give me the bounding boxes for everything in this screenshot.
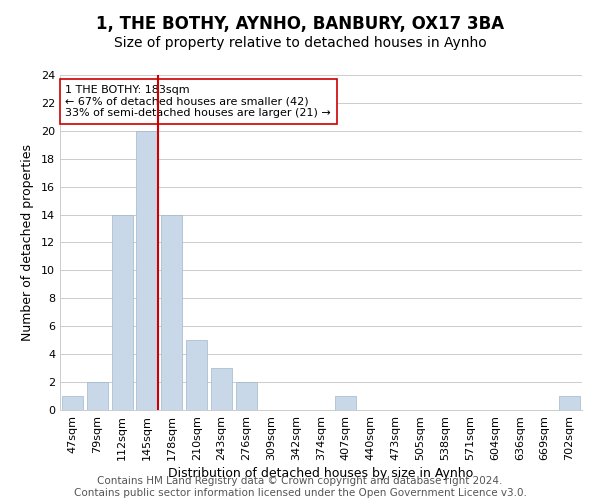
Bar	[161, 214, 182, 410]
Bar	[211, 368, 232, 410]
Bar	[335, 396, 356, 410]
Bar	[87, 382, 108, 410]
Text: Contains HM Land Registry data © Crown copyright and database right 2024.
Contai: Contains HM Land Registry data © Crown c…	[74, 476, 526, 498]
Text: Size of property relative to detached houses in Aynho: Size of property relative to detached ho…	[113, 36, 487, 50]
Bar	[62, 396, 83, 410]
X-axis label: Distribution of detached houses by size in Aynho: Distribution of detached houses by size …	[169, 467, 473, 480]
Bar	[112, 214, 133, 410]
Text: 1, THE BOTHY, AYNHO, BANBURY, OX17 3BA: 1, THE BOTHY, AYNHO, BANBURY, OX17 3BA	[96, 15, 504, 33]
Bar	[236, 382, 257, 410]
Bar	[136, 131, 158, 410]
Bar	[559, 396, 580, 410]
Bar	[186, 340, 207, 410]
Y-axis label: Number of detached properties: Number of detached properties	[21, 144, 34, 341]
Text: 1 THE BOTHY: 183sqm
← 67% of detached houses are smaller (42)
33% of semi-detach: 1 THE BOTHY: 183sqm ← 67% of detached ho…	[65, 85, 331, 118]
